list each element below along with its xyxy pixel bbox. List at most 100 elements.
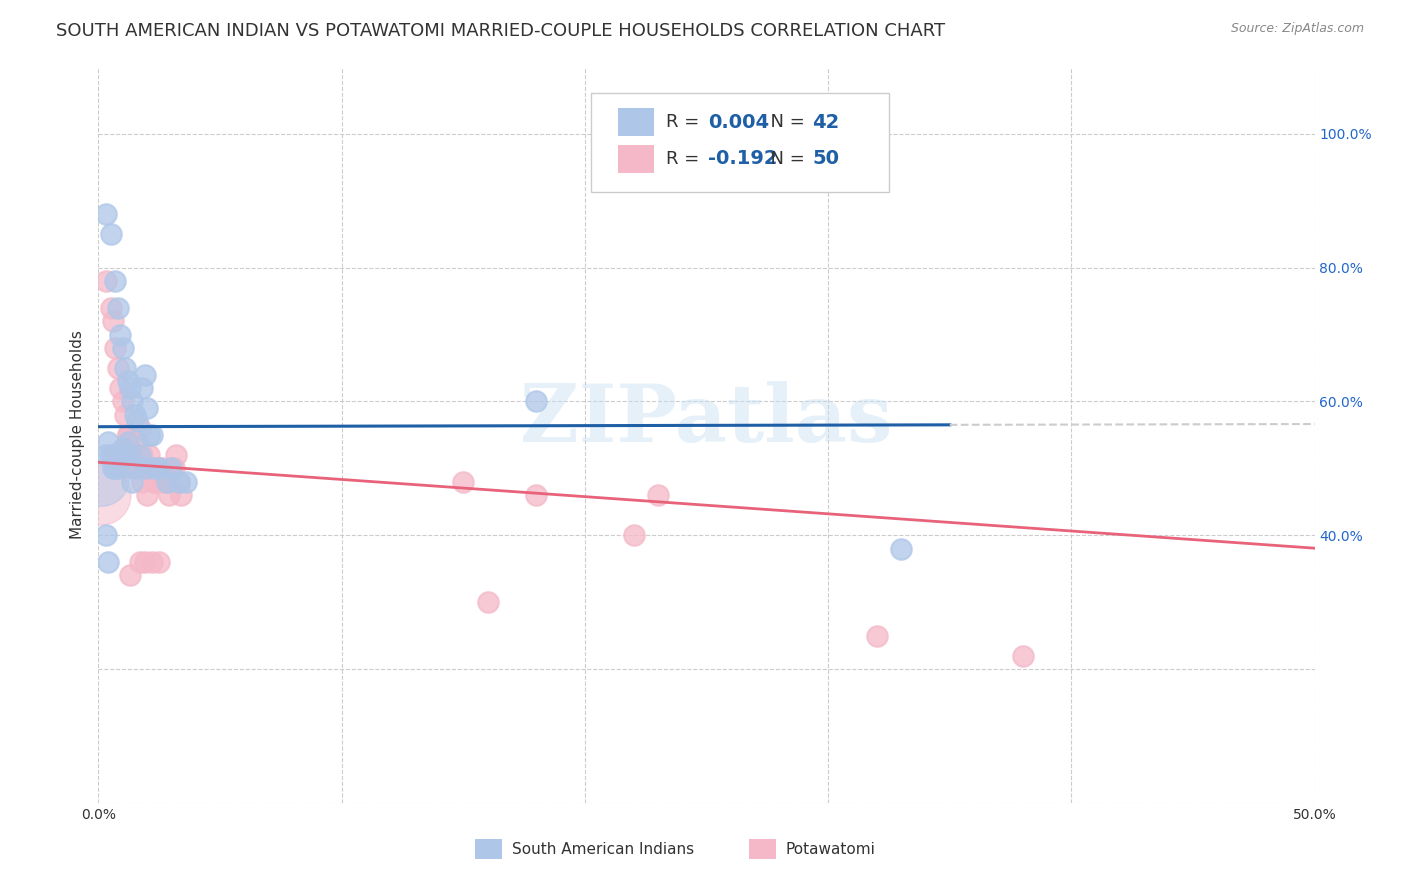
- Point: [136, 401, 159, 416]
- Point: [1011, 648, 1033, 663]
- Point: [623, 528, 645, 542]
- FancyBboxPatch shape: [749, 838, 776, 860]
- Point: [138, 427, 160, 442]
- Text: 42: 42: [813, 112, 839, 132]
- Point: [128, 421, 150, 435]
- Point: [136, 461, 159, 475]
- Text: 50: 50: [813, 149, 839, 169]
- Point: [124, 408, 146, 422]
- Point: [97, 555, 120, 569]
- Point: [117, 427, 139, 442]
- Point: [155, 475, 177, 489]
- Point: [477, 595, 499, 609]
- Point: [167, 475, 190, 489]
- Point: [118, 568, 141, 582]
- Point: [118, 448, 141, 462]
- Point: [890, 541, 912, 556]
- Point: [111, 461, 134, 475]
- Point: [107, 461, 129, 475]
- Point: [148, 461, 170, 475]
- Text: -0.192: -0.192: [707, 149, 778, 169]
- Point: [127, 414, 149, 428]
- Point: [143, 475, 166, 489]
- Point: [118, 441, 141, 455]
- Point: [111, 394, 134, 409]
- Point: [100, 227, 122, 241]
- Point: [110, 448, 132, 462]
- Point: [143, 461, 166, 475]
- Text: SOUTH AMERICAN INDIAN VS POTAWATOMI MARRIED-COUPLE HOUSEHOLDS CORRELATION CHART: SOUTH AMERICAN INDIAN VS POTAWATOMI MARR…: [56, 22, 945, 40]
- Text: N =: N =: [759, 113, 810, 131]
- Point: [136, 488, 159, 502]
- Text: ZIPatlas: ZIPatlas: [520, 381, 893, 459]
- Point: [110, 381, 132, 395]
- Point: [157, 488, 180, 502]
- Point: [114, 360, 136, 375]
- Point: [124, 461, 146, 475]
- Text: Potawatomi: Potawatomi: [786, 842, 876, 856]
- Point: [134, 555, 156, 569]
- Point: [104, 341, 127, 355]
- Point: [104, 461, 127, 475]
- Point: [127, 434, 149, 449]
- Point: [110, 327, 132, 342]
- Point: [94, 448, 117, 462]
- FancyBboxPatch shape: [475, 838, 502, 860]
- Point: [94, 274, 117, 288]
- Point: [524, 394, 547, 409]
- Text: Source: ZipAtlas.com: Source: ZipAtlas.com: [1230, 22, 1364, 36]
- Point: [121, 475, 143, 489]
- Point: [117, 434, 139, 449]
- Point: [107, 301, 129, 315]
- Point: [114, 408, 136, 422]
- Point: [128, 448, 150, 462]
- Y-axis label: Married-couple Households: Married-couple Households: [69, 330, 84, 540]
- Point: [101, 448, 124, 462]
- Point: [134, 368, 156, 382]
- Text: South American Indians: South American Indians: [512, 842, 695, 856]
- Point: [647, 488, 669, 502]
- Point: [163, 461, 186, 475]
- Point: [104, 274, 127, 288]
- Point: [138, 448, 160, 462]
- Text: 0.004: 0.004: [707, 112, 769, 132]
- Point: [141, 461, 163, 475]
- Point: [131, 381, 153, 395]
- Point: [153, 475, 176, 489]
- Text: R =: R =: [666, 150, 706, 168]
- Point: [134, 461, 156, 475]
- Point: [94, 528, 117, 542]
- Point: [866, 628, 889, 642]
- Point: [101, 314, 124, 328]
- Point: [128, 555, 150, 569]
- Point: [165, 448, 187, 462]
- Point: [524, 488, 547, 502]
- Point: [134, 461, 156, 475]
- Point: [121, 448, 143, 462]
- FancyBboxPatch shape: [617, 108, 654, 136]
- Point: [101, 461, 124, 475]
- Point: [148, 461, 170, 475]
- Point: [94, 207, 117, 221]
- Point: [160, 461, 183, 475]
- Point: [160, 461, 183, 475]
- Point: [100, 301, 122, 315]
- Point: [167, 475, 190, 489]
- Point: [146, 475, 169, 489]
- FancyBboxPatch shape: [591, 93, 889, 192]
- Text: N =: N =: [759, 150, 810, 168]
- Point: [97, 434, 120, 449]
- Point: [141, 555, 163, 569]
- Point: [107, 360, 129, 375]
- Point: [124, 461, 146, 475]
- Point: [170, 488, 193, 502]
- Point: [148, 555, 170, 569]
- Point: [131, 448, 153, 462]
- Point: [114, 448, 136, 462]
- Point: [124, 461, 146, 475]
- Point: [155, 475, 177, 489]
- Point: [107, 448, 129, 462]
- Point: [90, 488, 112, 502]
- Point: [121, 394, 143, 409]
- Point: [117, 427, 139, 442]
